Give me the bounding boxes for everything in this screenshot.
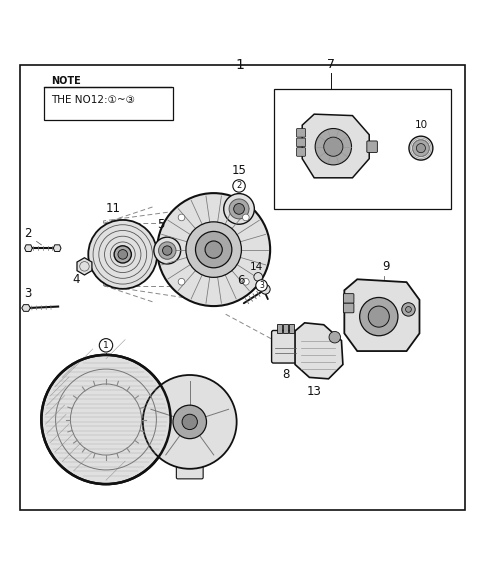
- Polygon shape: [24, 245, 32, 251]
- Text: NOTE: NOTE: [51, 77, 81, 86]
- Circle shape: [143, 375, 237, 469]
- Text: 5: 5: [157, 219, 165, 231]
- Polygon shape: [22, 305, 30, 311]
- Polygon shape: [302, 114, 369, 178]
- Circle shape: [178, 214, 185, 221]
- Circle shape: [178, 279, 185, 285]
- FancyBboxPatch shape: [277, 324, 282, 333]
- Circle shape: [315, 128, 351, 165]
- Text: 1: 1: [103, 341, 109, 350]
- Circle shape: [41, 355, 170, 484]
- Circle shape: [224, 194, 254, 224]
- Circle shape: [229, 199, 249, 219]
- Text: 7: 7: [327, 58, 335, 71]
- FancyBboxPatch shape: [283, 324, 288, 333]
- Circle shape: [157, 193, 270, 306]
- Polygon shape: [77, 258, 92, 275]
- FancyBboxPatch shape: [343, 293, 354, 303]
- Polygon shape: [53, 245, 61, 251]
- Circle shape: [360, 297, 398, 336]
- Text: 2: 2: [24, 227, 32, 240]
- FancyBboxPatch shape: [289, 324, 294, 333]
- FancyBboxPatch shape: [44, 87, 173, 120]
- Text: 6: 6: [237, 274, 245, 287]
- FancyBboxPatch shape: [343, 303, 354, 313]
- Circle shape: [173, 405, 206, 439]
- Circle shape: [233, 180, 245, 192]
- Circle shape: [324, 137, 343, 156]
- Text: 13: 13: [307, 385, 322, 398]
- Circle shape: [118, 250, 128, 259]
- Text: 1: 1: [236, 58, 244, 72]
- Text: 4: 4: [72, 272, 80, 286]
- Text: 3: 3: [259, 281, 264, 290]
- Text: 9: 9: [382, 260, 390, 272]
- FancyBboxPatch shape: [297, 148, 306, 156]
- Text: 15: 15: [232, 164, 247, 178]
- Circle shape: [88, 220, 157, 289]
- Polygon shape: [295, 323, 343, 379]
- FancyBboxPatch shape: [274, 89, 451, 209]
- Circle shape: [234, 204, 244, 214]
- Circle shape: [242, 279, 249, 285]
- Circle shape: [368, 306, 389, 327]
- Polygon shape: [344, 279, 420, 351]
- Circle shape: [406, 307, 411, 312]
- Circle shape: [242, 214, 249, 221]
- Circle shape: [186, 222, 241, 278]
- Circle shape: [182, 414, 197, 429]
- FancyBboxPatch shape: [272, 331, 300, 363]
- Circle shape: [416, 143, 425, 152]
- FancyBboxPatch shape: [20, 65, 465, 510]
- Circle shape: [99, 339, 113, 352]
- FancyBboxPatch shape: [176, 465, 203, 479]
- Circle shape: [195, 231, 232, 268]
- Text: 10: 10: [414, 120, 428, 130]
- FancyBboxPatch shape: [297, 128, 306, 137]
- Text: 11: 11: [106, 202, 120, 215]
- FancyBboxPatch shape: [297, 138, 306, 147]
- Circle shape: [261, 284, 270, 294]
- Text: THE NO12:①~③: THE NO12:①~③: [51, 95, 135, 106]
- Text: 2: 2: [237, 182, 241, 191]
- Circle shape: [114, 246, 132, 263]
- Circle shape: [329, 331, 340, 343]
- Text: 8: 8: [282, 368, 289, 381]
- FancyBboxPatch shape: [367, 141, 377, 152]
- Circle shape: [402, 303, 415, 316]
- Circle shape: [163, 246, 172, 255]
- Circle shape: [154, 237, 180, 264]
- Text: 14: 14: [250, 262, 264, 272]
- Circle shape: [256, 280, 267, 291]
- Circle shape: [254, 272, 263, 281]
- Circle shape: [409, 136, 433, 160]
- Text: 3: 3: [24, 287, 32, 300]
- Circle shape: [412, 140, 429, 156]
- Circle shape: [158, 242, 176, 259]
- Circle shape: [205, 241, 222, 258]
